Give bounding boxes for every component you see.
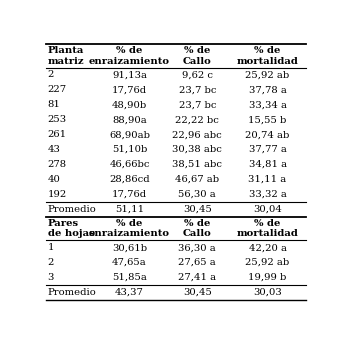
Text: 33,32 a: 33,32 a: [249, 190, 286, 199]
Text: 30,38 abc: 30,38 abc: [172, 145, 222, 154]
Text: 36,30 a: 36,30 a: [178, 243, 216, 252]
Text: 30,45: 30,45: [183, 288, 212, 297]
Text: % de
enraizamiento: % de enraizamiento: [89, 219, 170, 238]
Text: % de
mortalidad: % de mortalidad: [237, 219, 298, 238]
Text: 47,65a: 47,65a: [112, 258, 147, 267]
Text: 25,92 ab: 25,92 ab: [246, 258, 290, 267]
Text: 17,76d: 17,76d: [112, 85, 147, 94]
Text: 27,65 a: 27,65 a: [178, 258, 216, 267]
Text: 22,22 bc: 22,22 bc: [175, 115, 219, 124]
Text: 15,55 b: 15,55 b: [248, 115, 287, 124]
Text: 43: 43: [48, 145, 60, 154]
Text: % de
Callo: % de Callo: [183, 46, 212, 65]
Text: 31,11 a: 31,11 a: [248, 175, 287, 184]
Text: 27,41 a: 27,41 a: [178, 273, 216, 282]
Text: 30,03: 30,03: [253, 288, 282, 297]
Text: 2: 2: [48, 71, 54, 80]
Text: Pares
de hojas: Pares de hojas: [48, 219, 94, 238]
Text: 23,7 bc: 23,7 bc: [178, 100, 216, 109]
Text: 227: 227: [48, 85, 67, 94]
Text: 1: 1: [48, 243, 54, 252]
Text: 51,11: 51,11: [115, 205, 144, 214]
Text: 261: 261: [48, 130, 67, 139]
Text: 91,13a: 91,13a: [112, 71, 147, 80]
Text: 46,67 ab: 46,67 ab: [175, 175, 219, 184]
Text: 17,76d: 17,76d: [112, 190, 147, 199]
Text: % de
Callo: % de Callo: [183, 219, 212, 238]
Text: 81: 81: [48, 100, 60, 109]
Text: 30,61b: 30,61b: [112, 243, 147, 252]
Text: 34,81 a: 34,81 a: [249, 160, 287, 169]
Text: 278: 278: [48, 160, 67, 169]
Text: % de
mortalidad: % de mortalidad: [237, 46, 298, 65]
Text: 46,66bc: 46,66bc: [109, 160, 150, 169]
Text: Promedio: Promedio: [48, 288, 96, 297]
Text: 9,62 c: 9,62 c: [182, 71, 213, 80]
Text: 253: 253: [48, 115, 67, 124]
Text: 68,90ab: 68,90ab: [109, 130, 150, 139]
Text: 33,34 a: 33,34 a: [249, 100, 287, 109]
Text: 43,37: 43,37: [115, 288, 144, 297]
Text: 2: 2: [48, 258, 54, 267]
Text: Planta
matriz: Planta matriz: [48, 46, 84, 65]
Text: 51,85a: 51,85a: [112, 273, 147, 282]
Text: 42,20 a: 42,20 a: [249, 243, 287, 252]
Text: 38,51 abc: 38,51 abc: [172, 160, 222, 169]
Text: Promedio: Promedio: [48, 205, 96, 214]
Text: 25,92 ab: 25,92 ab: [246, 71, 290, 80]
Text: 19,99 b: 19,99 b: [248, 273, 287, 282]
Text: 30,04: 30,04: [253, 205, 282, 214]
Text: 20,74 ab: 20,74 ab: [246, 130, 290, 139]
Text: 30,45: 30,45: [183, 205, 212, 214]
Text: 88,90a: 88,90a: [112, 115, 147, 124]
Text: 51,10b: 51,10b: [112, 145, 147, 154]
Text: 40: 40: [48, 175, 60, 184]
Text: 48,90b: 48,90b: [112, 100, 147, 109]
Text: 37,77 a: 37,77 a: [249, 145, 286, 154]
Text: 56,30 a: 56,30 a: [178, 190, 216, 199]
Text: 3: 3: [48, 273, 54, 282]
Text: 23,7 bc: 23,7 bc: [178, 85, 216, 94]
Text: 28,86cd: 28,86cd: [109, 175, 150, 184]
Text: 192: 192: [48, 190, 67, 199]
Text: % de
enraizamiento: % de enraizamiento: [89, 46, 170, 65]
Text: 37,78 a: 37,78 a: [249, 85, 286, 94]
Text: 22,96 abc: 22,96 abc: [173, 130, 222, 139]
